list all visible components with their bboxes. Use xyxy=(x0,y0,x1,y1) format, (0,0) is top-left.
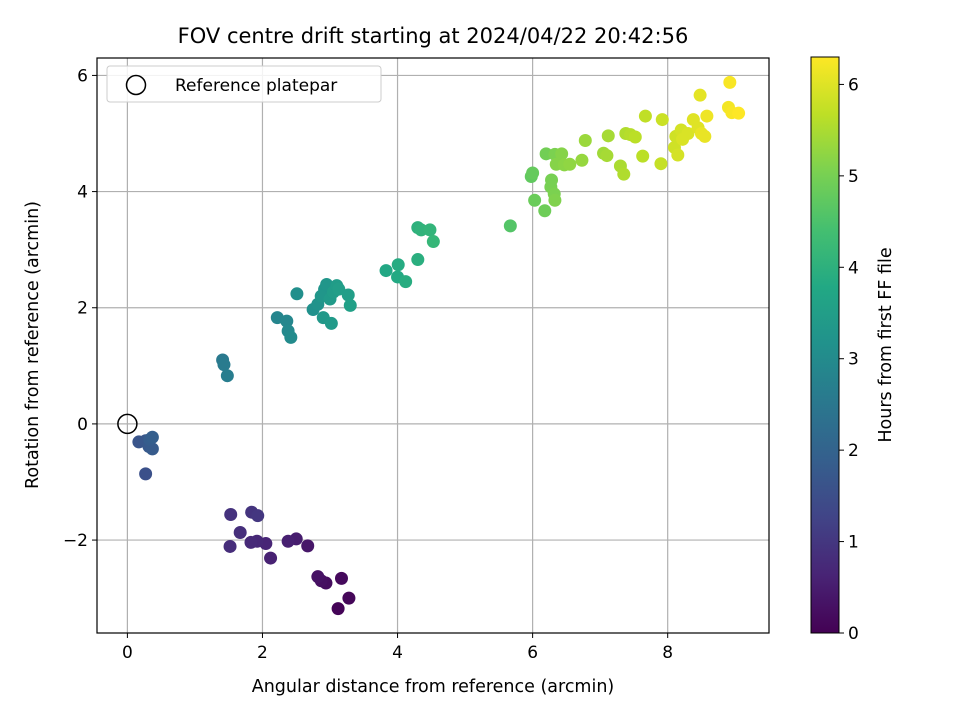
scatter-point xyxy=(423,223,437,237)
colorbar-tick-label: 5 xyxy=(848,167,859,187)
scatter-point xyxy=(334,571,348,585)
colorbar-tick-label: 1 xyxy=(848,533,859,553)
scatter-point xyxy=(223,539,237,553)
legend: Reference platepar xyxy=(106,65,382,103)
scatter-point xyxy=(654,157,668,171)
colorbar-ticks: 0 1 2 3 4 5 6 xyxy=(839,75,859,644)
scatter-point xyxy=(503,219,517,233)
y-axis-label: Rotation from reference (arcmin) xyxy=(23,201,43,489)
plot-frame xyxy=(96,57,770,634)
scatter-point xyxy=(391,258,405,272)
scatter-point xyxy=(636,149,650,163)
scatter-point xyxy=(575,153,589,167)
colorbar xyxy=(810,56,840,634)
scatter-point xyxy=(526,166,540,180)
scatter-point xyxy=(342,591,356,605)
scatter-point xyxy=(638,109,652,123)
colorbar-tick-label: 4 xyxy=(848,258,859,278)
scatter-point xyxy=(332,282,346,296)
reference-point xyxy=(117,413,138,435)
legend-reference-label: Reference platepar xyxy=(175,76,337,96)
chart-title: FOV centre drift starting at 2024/04/22 … xyxy=(178,24,689,48)
y-tick-label: 2 xyxy=(77,299,88,319)
scatter-point xyxy=(411,253,425,267)
colorbar-tick-label: 3 xyxy=(848,350,859,370)
data-points xyxy=(132,75,746,616)
scatter-point xyxy=(655,113,669,127)
legend-box xyxy=(106,65,382,103)
x-tick-label: 0 xyxy=(122,643,133,663)
scatter-point xyxy=(244,535,258,549)
scatter-point xyxy=(343,298,357,312)
scatter-point xyxy=(681,127,695,141)
y-tick-label: 4 xyxy=(77,183,88,203)
scatter-point xyxy=(281,534,295,548)
scatter-point xyxy=(341,288,355,302)
scatter-point xyxy=(301,539,315,553)
scatter-point xyxy=(311,570,325,584)
colorbar-tick-label: 6 xyxy=(848,75,859,95)
scatter-point xyxy=(601,129,615,143)
scatter-point xyxy=(563,157,577,171)
reference-platepar-marker xyxy=(117,413,138,435)
colorbar-tick-label: 2 xyxy=(848,441,859,461)
scatter-point xyxy=(732,106,746,120)
scatter-point xyxy=(545,173,559,187)
scatter-point xyxy=(145,430,159,444)
scatter-point xyxy=(379,264,393,278)
scatter-point xyxy=(399,275,413,289)
legend-reference-marker xyxy=(125,74,147,96)
scatter-point xyxy=(578,133,592,147)
scatter-point xyxy=(217,358,231,372)
x-tick-label: 2 xyxy=(257,643,268,663)
y-tick-label: 6 xyxy=(77,66,88,86)
scatter-point xyxy=(548,193,562,207)
scatter-point xyxy=(284,330,298,344)
y-axis-ticks: −2 0 2 4 6 xyxy=(63,66,97,551)
scatter-point xyxy=(723,75,737,89)
scatter-point xyxy=(251,509,265,523)
x-axis-ticks: 0 2 4 6 8 xyxy=(122,633,673,663)
scatter-point xyxy=(600,149,614,163)
scatter-point xyxy=(698,129,712,143)
scatter-point xyxy=(290,287,304,301)
scatter-point xyxy=(700,109,714,123)
scatter-point xyxy=(233,526,247,540)
x-axis-label: Angular distance from reference (arcmin) xyxy=(252,677,615,697)
scatter-point xyxy=(331,602,345,616)
scatter-point xyxy=(426,235,440,249)
scatter-point xyxy=(628,130,642,144)
y-tick-label: 0 xyxy=(77,415,88,435)
scatter-point xyxy=(220,369,234,383)
scatter-point xyxy=(528,193,542,207)
x-tick-label: 4 xyxy=(392,643,403,663)
scatter-point xyxy=(139,467,153,481)
y-tick-label: −2 xyxy=(63,531,88,551)
x-tick-label: 6 xyxy=(527,643,538,663)
scatter-point xyxy=(324,316,338,330)
colorbar-tick-label: 0 xyxy=(848,624,859,644)
scatter-point xyxy=(264,551,278,565)
x-tick-label: 8 xyxy=(662,643,673,663)
scatter-point xyxy=(671,148,685,162)
scatter-point xyxy=(224,508,238,522)
scatter-point xyxy=(617,167,631,181)
scatter-point xyxy=(538,204,552,218)
scatter-point xyxy=(693,88,707,102)
scatter-point xyxy=(280,314,294,328)
scatter-point xyxy=(555,147,569,161)
grid-lines xyxy=(97,58,769,633)
colorbar-label: Hours from first FF file xyxy=(876,247,896,442)
